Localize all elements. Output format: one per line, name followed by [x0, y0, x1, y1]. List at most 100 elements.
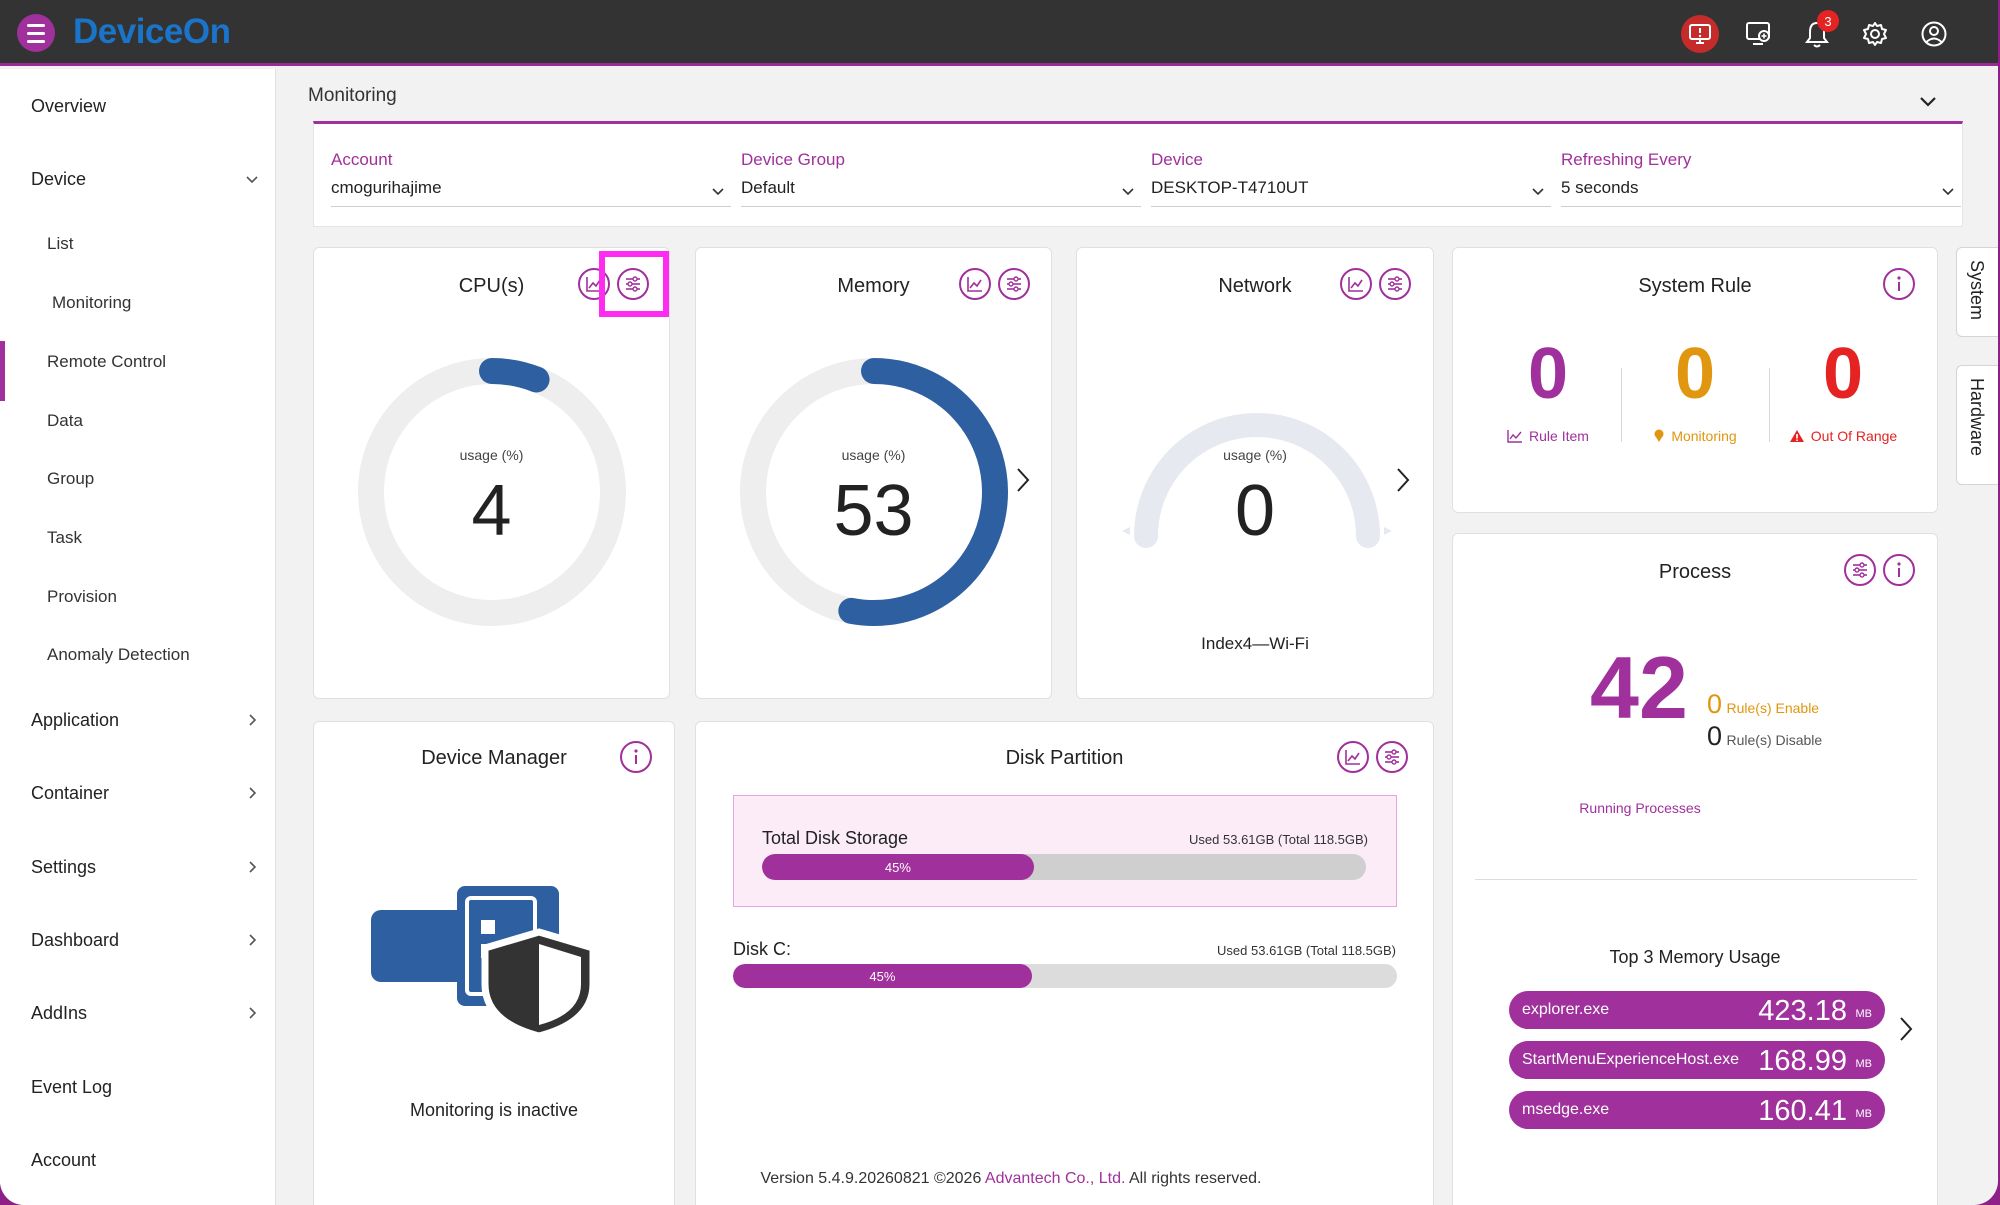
- settings-sliders-icon[interactable]: [617, 268, 649, 300]
- select-value: DESKTOP-T4710UT: [1151, 178, 1309, 197]
- chevron-right-icon: [249, 714, 257, 726]
- running-processes-count: 42: [1590, 638, 1688, 737]
- total-disk-storage-block: Total Disk Storage Used 53.61GB (Total 1…: [733, 795, 1397, 907]
- rules-enable-count: 0: [1707, 689, 1723, 719]
- cpu-usage-value: 4: [471, 471, 512, 551]
- card-title: System Rule: [1638, 275, 1752, 297]
- sidebar-item-label: Container: [31, 783, 110, 803]
- gear-icon[interactable]: [1855, 14, 1895, 54]
- memory-usage-value: 53: [833, 471, 914, 551]
- add-screen-icon[interactable]: [1739, 14, 1779, 54]
- divider: [1621, 368, 1622, 442]
- total-disk-progress-fill: 45%: [762, 854, 1034, 880]
- rule-item-stat: 0 Rule Item: [1478, 338, 1618, 444]
- warning-icon: [1789, 430, 1804, 442]
- chevron-right-icon: [249, 1007, 257, 1019]
- account-filter: Account cmogurihajime: [331, 150, 731, 207]
- refresh-filter: Refreshing Every 5 seconds: [1561, 150, 1961, 207]
- card-title: Disk Partition: [1005, 747, 1124, 769]
- side-tab-label: System: [1967, 260, 1987, 321]
- chart-icon[interactable]: [1340, 268, 1372, 300]
- top-process-item[interactable]: StartMenuExperienceHost.exe 168.99 MB: [1509, 1041, 1885, 1079]
- device-select[interactable]: DESKTOP-T4710UT: [1151, 178, 1551, 207]
- remote-desktop-alert-icon[interactable]: [1680, 14, 1720, 54]
- disk-c-progress: 45%: [733, 964, 1397, 988]
- process-name: explorer.exe: [1522, 1001, 1610, 1018]
- total-disk-progress: 45%: [762, 854, 1366, 880]
- rules-disable-count: 0: [1707, 721, 1723, 751]
- filter-label: Refreshing Every: [1561, 150, 1692, 169]
- hardware-side-tab[interactable]: Hardware: [1956, 365, 1998, 485]
- top-memory-title: Top 3 Memory Usage: [1609, 947, 1781, 967]
- total-disk-label: Total Disk Storage: [762, 828, 909, 848]
- device-filter: Device DESKTOP-T4710UT: [1151, 150, 1551, 207]
- sidebar-item-label: Group: [47, 469, 95, 488]
- user-icon[interactable]: [1914, 14, 1954, 54]
- chart-icon[interactable]: [1337, 741, 1369, 773]
- top-process-item[interactable]: msedge.exe 160.41 MB: [1509, 1091, 1885, 1129]
- sidebar-item-label: Data: [47, 411, 83, 430]
- info-icon[interactable]: [1883, 268, 1915, 300]
- page-title: Monitoring: [308, 85, 397, 106]
- settings-sliders-icon[interactable]: [998, 268, 1030, 300]
- company-link[interactable]: Advantech Co., Ltd.: [984, 1170, 1126, 1187]
- gauge-label: usage (%): [459, 447, 524, 463]
- menu-toggle-button[interactable]: [17, 14, 55, 52]
- rule-item-count: 0: [1527, 334, 1569, 414]
- sidebar-item-label: Settings: [31, 857, 97, 877]
- footer-version: Version 5.4.9.20260821 ©2026: [760, 1170, 985, 1187]
- rules-enable-label: Rule(s) Enable: [1726, 700, 1820, 716]
- chevron-down-icon: [1122, 188, 1134, 196]
- disk-c-used-text: Used 53.61GB (Total 118.5GB): [1217, 943, 1396, 958]
- network-interface-label: Index4—Wi-Fi: [1201, 634, 1309, 653]
- filter-label: Device Group: [741, 150, 845, 169]
- system-side-tab[interactable]: System: [1956, 247, 1998, 337]
- filter-bar: Account cmogurihajime Device Group Defau…: [313, 121, 1963, 227]
- cpu-gauge-arc: [479, 358, 550, 393]
- select-value: Default: [741, 178, 795, 197]
- bell-icon[interactable]: 3: [1797, 10, 1839, 54]
- chevron-down-icon: [1942, 188, 1954, 196]
- disk-partition-card: Disk Partition Total Disk Storage Used 5…: [695, 721, 1434, 1205]
- settings-sliders-icon[interactable]: [1844, 554, 1876, 586]
- chevron-right-icon: [249, 934, 257, 946]
- footer: Version 5.4.9.20260821 ©2026 Advantech C…: [276, 1170, 1746, 1188]
- settings-sliders-icon[interactable]: [1376, 741, 1408, 773]
- monitoring-count: 0: [1674, 334, 1716, 414]
- device-group-select[interactable]: Default: [741, 178, 1141, 207]
- pin-icon: [1654, 429, 1664, 442]
- chart-icon[interactable]: [959, 268, 991, 300]
- main-content: Monitoring Account cmogurihajime Device …: [276, 69, 1998, 1205]
- top-bar: DeviceOn 3: [0, 0, 1998, 66]
- info-icon[interactable]: [620, 741, 652, 773]
- sidebar-item-label: Event Log: [31, 1077, 113, 1097]
- disk-c-progress-fill: 45%: [733, 964, 1032, 988]
- sidebar-item-label: Monitoring: [52, 293, 132, 312]
- top-process-item[interactable]: explorer.exe 423.18 MB: [1509, 991, 1885, 1029]
- settings-sliders-icon[interactable]: [1379, 268, 1411, 300]
- out-of-range-count: 0: [1822, 334, 1864, 414]
- process-memory-value: 160.41: [1758, 1095, 1847, 1127]
- chevron-right-icon[interactable]: [1394, 466, 1412, 494]
- info-icon[interactable]: [1883, 554, 1915, 586]
- rules-disable-label: Rule(s) Disable: [1726, 732, 1823, 748]
- app-logo: DeviceOn: [73, 12, 231, 51]
- cpu-card: CPU(s) usage (%) 4: [313, 247, 670, 699]
- device-manager-card: Device Manager Monitoring is inactive: [313, 721, 675, 1205]
- chevron-right-icon[interactable]: [1897, 1015, 1915, 1043]
- rule-item-label: Rule Item: [1529, 428, 1589, 444]
- sidebar-item-label: List: [47, 234, 74, 253]
- sidebar-item-label: Account: [31, 1150, 97, 1170]
- refresh-select[interactable]: 5 seconds: [1561, 178, 1961, 207]
- card-title: Device Manager: [421, 747, 567, 769]
- network-usage-value: 0: [1234, 471, 1276, 551]
- card-title: Memory: [837, 275, 910, 297]
- highlight-box: [599, 251, 669, 317]
- account-select[interactable]: cmogurihajime: [331, 178, 731, 207]
- filter-label: Account: [331, 150, 393, 169]
- chevron-right-icon[interactable]: [1014, 466, 1032, 494]
- disk-c-label: Disk C:: [733, 939, 791, 959]
- chevron-down-icon: [1532, 188, 1544, 196]
- gauge-label: usage (%): [841, 447, 906, 463]
- collapse-chevron-icon[interactable]: [1916, 89, 1940, 113]
